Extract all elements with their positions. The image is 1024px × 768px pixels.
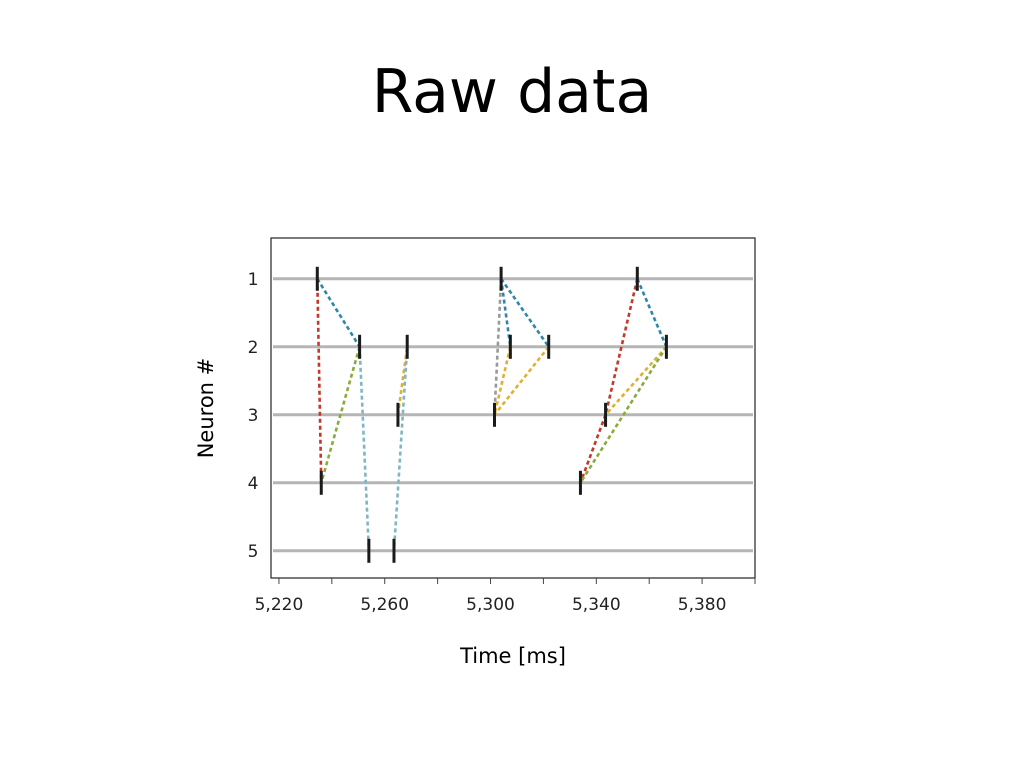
x-axis-ticks: 5,220 5,260 5,300 5,340 5,380	[255, 578, 756, 615]
connection-line	[579, 414, 607, 484]
connection-line	[320, 346, 361, 484]
connection-line	[493, 278, 503, 415]
spike-marks	[315, 266, 668, 563]
connection-line	[604, 278, 639, 416]
connection-line	[579, 346, 668, 484]
y-tick-label: 3	[248, 406, 259, 426]
connection-line	[636, 278, 668, 348]
connection-line	[358, 346, 371, 551]
x-tick-label: 5,380	[678, 595, 727, 615]
connection-line	[493, 346, 512, 416]
connection-line	[315, 278, 323, 483]
x-axis-label: Time [ms]	[459, 644, 566, 668]
x-tick-label: 5,220	[255, 595, 304, 615]
plot-frame	[270, 237, 756, 579]
connection-line	[493, 345, 550, 416]
x-tick-label: 5,340	[572, 595, 621, 615]
x-tick-label: 5,260	[360, 595, 409, 615]
connection-line	[499, 278, 512, 347]
slide-title: Raw data	[371, 57, 653, 127]
connection-line	[604, 345, 668, 416]
y-tick-label: 5	[248, 542, 259, 562]
y-axis-ticks: 1 2 3 4 5	[248, 270, 259, 562]
grid-lines	[273, 277, 753, 553]
connection-lines	[315, 278, 668, 551]
x-tick-label: 5,300	[466, 595, 515, 615]
y-tick-label: 1	[248, 270, 259, 290]
connection-line	[396, 346, 409, 415]
connection-line	[316, 278, 361, 348]
y-tick-label: 2	[248, 338, 259, 358]
y-axis-label: Neuron #	[194, 358, 218, 459]
y-tick-label: 4	[248, 474, 259, 494]
connection-line	[392, 346, 409, 551]
